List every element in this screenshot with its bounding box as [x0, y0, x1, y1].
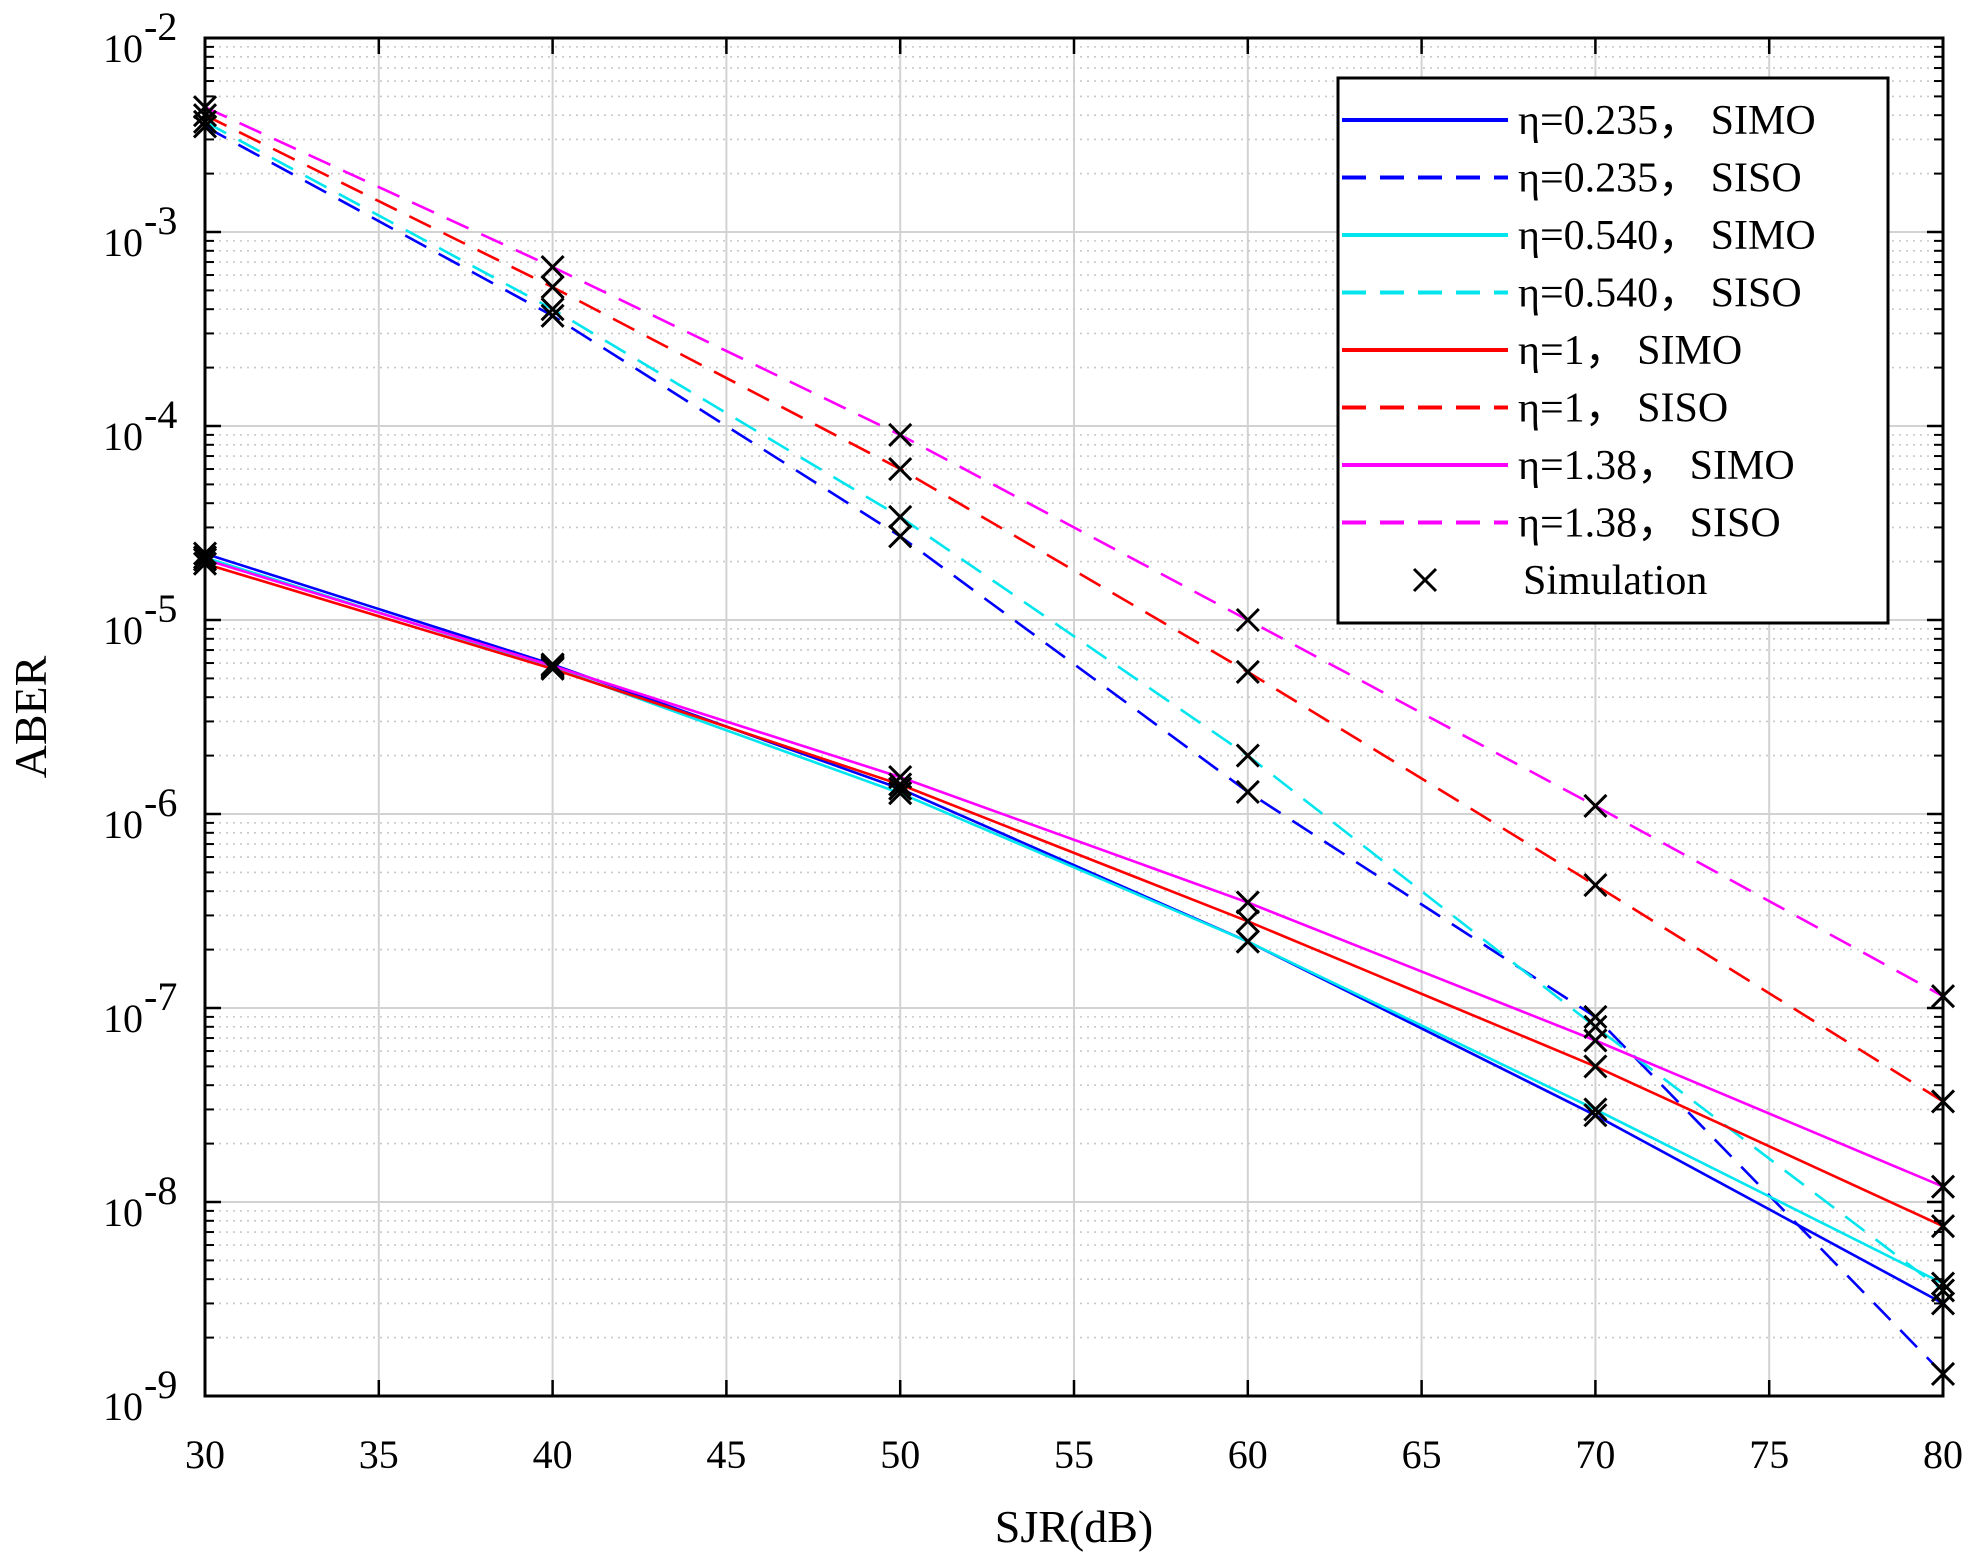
x-tick-label: 60 — [1228, 1432, 1268, 1477]
legend-label-simulation: Simulation — [1523, 558, 1707, 604]
series-line-4 — [204, 120, 1944, 1292]
simulation-marker — [888, 772, 913, 797]
y-tick-exponent: -9 — [144, 1362, 177, 1407]
y-tick-exponent: -6 — [144, 780, 177, 825]
y-tick-exponent: -2 — [144, 4, 177, 49]
y-tick-label: 10 — [103, 1190, 143, 1235]
simulation-marker — [1583, 873, 1608, 898]
x-tick-label: 35 — [359, 1432, 399, 1477]
series-line-1 — [204, 552, 1944, 1305]
y-tick-label: 10 — [103, 220, 143, 265]
y-tick-exponent: -8 — [144, 1168, 177, 1213]
x-tick-label: 75 — [1749, 1432, 1789, 1477]
legend-label-3: η=0.540， SIMO — [1518, 213, 1816, 259]
x-tick-label: 80 — [1923, 1432, 1963, 1477]
y-tick-label: 10 — [103, 608, 143, 653]
simulation-marker — [1235, 779, 1260, 804]
simulation-marker — [888, 765, 913, 790]
x-tick-label: 30 — [185, 1432, 225, 1477]
x-tick-labels: 30 35 40 45 50 55 60 65 70 75 80 — [185, 1432, 1963, 1477]
simulation-marker — [888, 524, 913, 549]
simulation-marker — [1583, 1103, 1608, 1128]
legend-simulation-marker — [1412, 567, 1438, 593]
axis-ticks — [203, 36, 1945, 1398]
simulation-marker — [1235, 909, 1260, 934]
legend-label-7: η=1.38， SIMO — [1518, 443, 1795, 489]
y-tick-label: 10 — [103, 996, 143, 1041]
y-tick-exponent: -3 — [144, 198, 177, 243]
simulation-marker — [888, 422, 913, 447]
simulation-marker — [540, 254, 565, 280]
legend-label-6: η=1， SISO — [1518, 386, 1728, 432]
y-tick-exponent: -7 — [144, 974, 177, 1019]
x-tick-label: 65 — [1402, 1432, 1442, 1477]
y-tick-exponent: -5 — [144, 586, 177, 631]
series-lines — [204, 106, 1944, 1375]
x-axis-label: SJR(dB) — [995, 1501, 1153, 1552]
legend-label-1: η=0.235， SIMO — [1518, 98, 1816, 144]
y-tick-exponent: -4 — [144, 392, 177, 437]
legend-label-2: η=0.235， SISO — [1518, 156, 1802, 202]
simulation-marker — [1583, 793, 1608, 819]
y-tick-label: 10 — [103, 414, 143, 459]
simulation-marker — [1235, 929, 1260, 954]
y-axis-label: ABER — [5, 655, 56, 778]
simulation-marker — [888, 776, 913, 801]
series-line-5 — [204, 562, 1944, 1228]
simulation-marker — [888, 504, 913, 529]
simulation-marker — [1583, 1004, 1608, 1029]
simulation-marker — [1235, 659, 1260, 684]
series-line-6 — [204, 114, 1944, 1103]
x-tick-label: 40 — [533, 1432, 573, 1477]
y-tick-labels: 10-910-810-710-610-510-410-310-2 — [103, 4, 177, 1429]
simulation-marker — [540, 656, 565, 681]
legend-label-5: η=1， SIMO — [1518, 328, 1742, 374]
x-tick-label: 70 — [1575, 1432, 1615, 1477]
simulation-marker — [1235, 607, 1260, 633]
x-tick-label: 50 — [880, 1432, 920, 1477]
simulation-marker — [1583, 1054, 1608, 1079]
y-tick-label: 10 — [103, 802, 143, 847]
simulation-marker — [1235, 743, 1260, 768]
simulation-marker — [540, 653, 565, 678]
simulation-marker — [540, 275, 565, 300]
x-tick-label: 55 — [1054, 1432, 1094, 1477]
simulation-marker — [540, 297, 565, 322]
legend-label-4: η=0.540， SISO — [1518, 271, 1802, 317]
simulation-marker — [1583, 1028, 1608, 1053]
series-line-8 — [204, 106, 1944, 998]
series-line-7 — [204, 558, 1944, 1188]
y-tick-label: 10 — [103, 1384, 143, 1429]
simulation-marker — [1235, 890, 1260, 915]
simulation-marker — [540, 303, 565, 328]
simulation-marker — [1583, 1097, 1608, 1122]
y-tick-label: 10 — [103, 26, 143, 71]
legend: η=0.235， SIMO η=0.235， SISO η=0.540， SIMO η… — [1336, 76, 1890, 625]
simulation-marker — [888, 456, 913, 482]
x-tick-label: 45 — [706, 1432, 746, 1477]
legend-label-8: η=1.38， SISO — [1518, 501, 1781, 547]
